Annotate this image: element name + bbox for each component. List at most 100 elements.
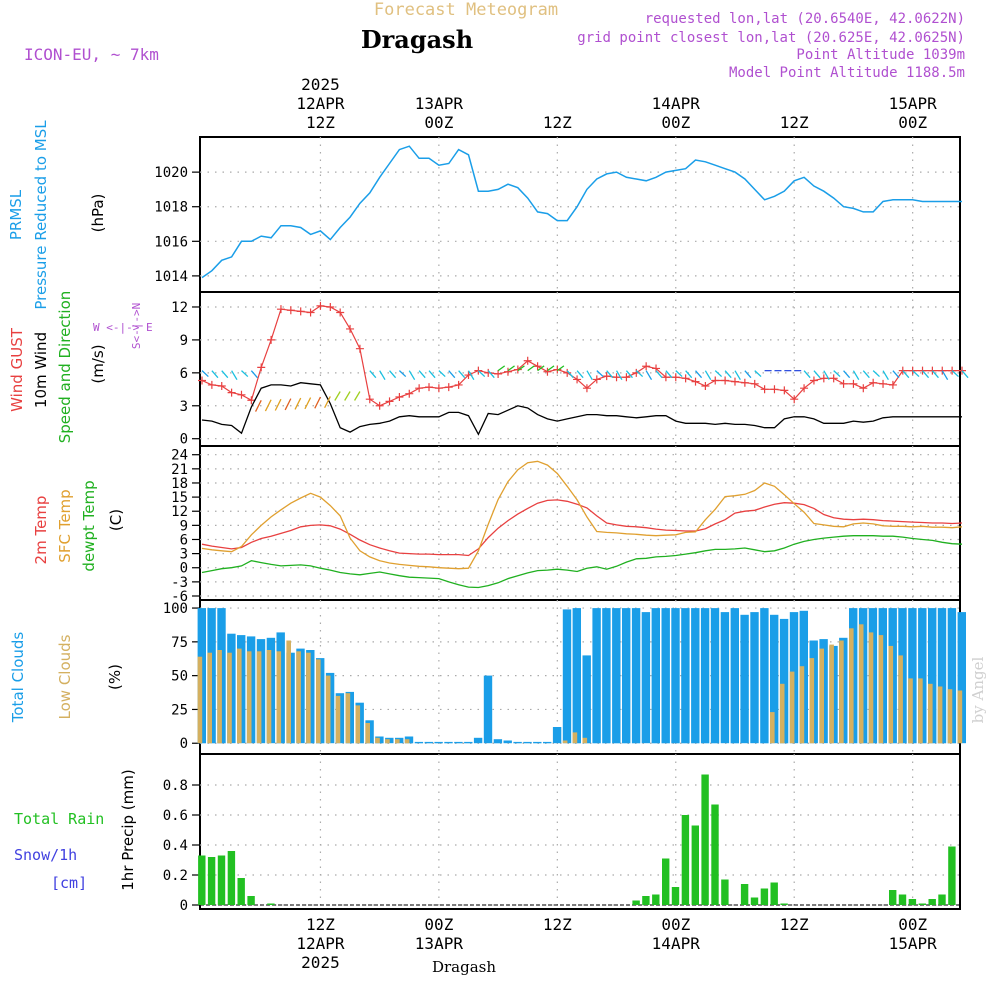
y-tick-label: 1014 [154,269,188,285]
wind-dir-arrow [744,370,752,379]
rain-bar [652,894,660,905]
wind-dir-arrow [882,370,889,380]
total-clouds-bar [779,618,789,744]
y-tick-label: 0 [180,561,188,577]
gust-point [247,396,256,405]
wind-dir-arrow [428,370,436,379]
gust-point [839,379,848,388]
wind-dir-arrow [408,370,416,380]
y-tick-label: 12 [171,504,188,520]
gridpoint-coords: grid point closest lon,lat (20.625E, 42.… [577,30,965,46]
total-clouds-bar [483,675,493,744]
gust-point [602,372,611,381]
total-clouds-bar [691,608,700,744]
model-label: ICON-EU, ~ 7km [24,45,159,64]
rain-bar [750,897,759,905]
y-tick-label: 50 [171,669,188,685]
rain-bar [760,888,769,905]
gust-point [819,374,828,383]
total-clouds-bar [562,609,572,744]
gust-point [425,383,434,392]
rain-bar [198,855,206,905]
rain-bar [770,882,778,905]
low-clouds-bar [868,632,874,744]
snow-label: Snow/1h [14,846,77,864]
time-label-line: 13APR [415,94,464,113]
total-clouds-bar [651,608,660,744]
total-clouds-bar [641,612,651,744]
wind-panel: 0 3 6 9 12 [171,291,969,448]
low-clouds-bar [779,683,785,744]
gust-point [750,379,759,388]
rain-bar [671,887,680,905]
pressure-unit: (hPa) [89,194,107,233]
model-altitude: Model Point Altitude 1188.5m [729,65,965,81]
low-clouds-bar [316,659,321,744]
wind-dir-arrow [314,396,322,409]
total-clouds-bar [543,741,552,744]
gust-point [257,363,266,372]
gust-point [612,373,621,382]
low-clouds-bar [789,671,795,744]
gust-point [681,374,690,383]
wind-dir-arrow [665,370,673,379]
wind-dir-arrow [931,370,939,379]
total-clouds-bar [493,739,503,744]
total-clouds-bar [631,608,641,744]
total-clouds-bar [513,741,522,744]
gust-point [296,307,305,316]
precip-unit: 1hr Precip (mm) [119,769,137,890]
y-tick-label: 0.4 [163,838,188,854]
rain-bar [247,896,255,905]
wind-dir-arrow [912,370,920,378]
low-clouds-bar [375,737,380,744]
wind-dir-arrow [221,370,229,379]
gust-point [494,369,503,378]
wind-dir-arrow [586,370,593,380]
gust-point [740,378,749,387]
total-clouds-bar [671,608,680,744]
wind-dir-arrow [448,370,456,379]
total-clouds-bar [523,741,532,744]
total-clouds-bar [720,612,730,744]
y-tick-label: 18 [171,476,188,492]
sfc-label: SFC Temp [56,489,74,562]
low-clouds-bar [908,678,913,744]
wind-dir-arrow [951,370,959,378]
time-label-line: 12APR [296,94,345,113]
wind-dir-arrow [635,370,644,378]
y-tick-label: 1018 [154,200,188,216]
low-clouds-bar [809,658,815,744]
gust-point [671,373,680,382]
low-clouds-bar [207,652,212,744]
low-clouds-bar [572,732,578,744]
gust-point [829,374,838,383]
time-label-line: 13APR [415,934,464,953]
wind-dir-arrow [324,396,331,409]
wind-dir-arrow [714,370,723,378]
pressure-label-2: Pressure Reduced to MSL [32,120,50,310]
total-clouds-bar [602,608,611,744]
low-clouds-bar [345,693,351,744]
y-tick-label: 9 [180,518,188,534]
pressure-label-1: PRMSL [7,189,25,240]
total-clouds-bar [710,608,720,744]
total-clouds-bar [444,741,453,744]
y-tick-label: 0.6 [163,808,188,824]
wind-dir-arrow [852,370,860,380]
wind-dir-arrow [487,370,495,379]
gust-point [918,366,927,375]
clouds-unit: (%) [106,664,124,690]
low-clouds-bar [898,655,903,744]
total-clouds-bar [503,740,512,744]
total-clouds-bar [454,741,463,744]
y-tick-label: 0 [180,736,188,752]
gust-point [642,362,651,371]
wind-dir-arrow [497,365,506,372]
wind-dir-arrow [961,370,969,379]
y-tick-label: 3 [180,547,188,563]
